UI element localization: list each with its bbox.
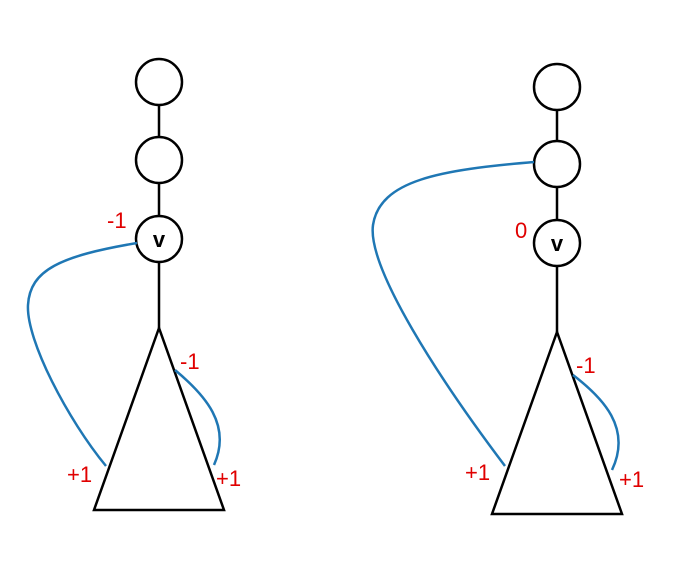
right-label-subtree-right-bottom: +1	[619, 467, 644, 492]
right-node-top	[532, 62, 582, 112]
left-inner-curve	[174, 369, 221, 466]
left-label-subtree-right-bottom: +1	[216, 466, 241, 491]
right-label-subtree-right-top: -1	[576, 353, 596, 378]
left-outer-curve	[26, 241, 138, 467]
left-node-v	[134, 214, 184, 264]
right-label-v: 0	[515, 218, 527, 243]
right-outer-curve	[371, 160, 535, 467]
left-node-middle	[134, 135, 184, 185]
left-label-subtree-left-bottom: +1	[67, 462, 92, 487]
right-diagram: v 0 -1 +1 +1	[371, 62, 644, 516]
left-node-v-label: v	[153, 227, 166, 252]
left-subtree-triangle	[92, 324, 226, 512]
left-diagram: v -1 -1 +1 +1	[26, 57, 241, 512]
right-node-v	[532, 218, 582, 268]
right-label-subtree-left-bottom: +1	[465, 460, 490, 485]
right-subtree-triangle	[490, 328, 624, 516]
left-label-v: -1	[107, 208, 127, 233]
left-label-subtree-right-top: -1	[180, 349, 200, 374]
left-node-top	[134, 57, 184, 107]
right-node-v-label: v	[551, 231, 564, 256]
right-node-middle	[532, 139, 582, 189]
right-inner-curve	[572, 374, 620, 471]
